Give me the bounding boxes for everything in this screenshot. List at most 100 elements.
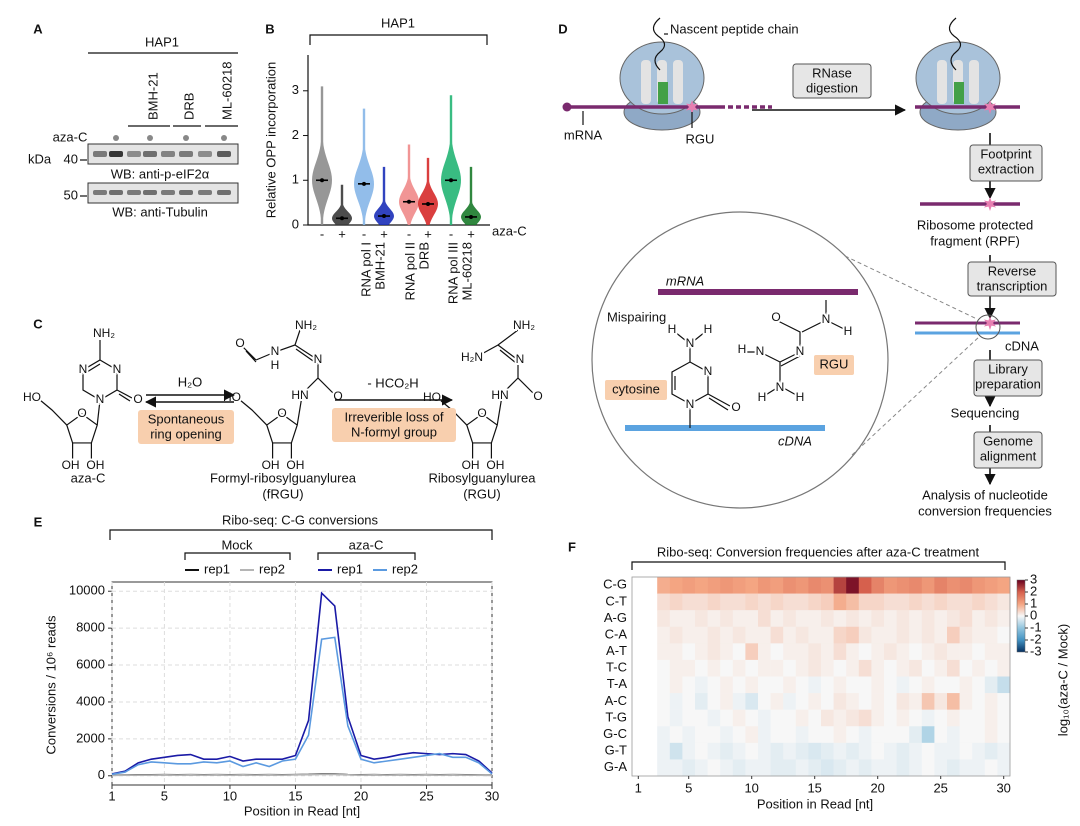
x-tick-label: +	[380, 226, 388, 241]
heat-cell	[871, 742, 885, 760]
legend-group: aza-C	[349, 537, 384, 552]
heat-cell	[833, 726, 847, 744]
heat-cell	[871, 709, 885, 727]
band	[143, 190, 157, 195]
heat-cell	[682, 593, 696, 611]
trna	[658, 82, 668, 104]
atom: HN	[291, 388, 308, 402]
heat-cell	[846, 693, 860, 710]
heat-cell	[695, 726, 708, 744]
panel-label: D	[558, 21, 567, 36]
panel-label: C	[33, 316, 43, 331]
atom: N	[704, 364, 713, 378]
heat-cell	[695, 693, 708, 710]
heat-cell	[783, 726, 797, 744]
atom: N	[516, 352, 525, 366]
heat-cell	[871, 626, 885, 644]
heat-cell	[984, 626, 998, 644]
heat-cell	[720, 643, 734, 661]
heat-cell	[821, 643, 834, 661]
heat-cell	[921, 577, 935, 594]
atom: H	[738, 342, 747, 356]
heat-cell	[871, 610, 885, 628]
heat-cell	[921, 643, 935, 661]
heat-cell	[959, 643, 973, 661]
heat-cell	[909, 643, 923, 661]
heat-cell	[896, 726, 910, 744]
group-label: BMH-21	[372, 242, 387, 290]
atom: O	[235, 336, 244, 350]
atom: O	[77, 406, 86, 420]
heat-cell	[984, 759, 998, 777]
heat-cell	[921, 742, 935, 760]
line-series	[111, 591, 493, 775]
heat-cell	[921, 676, 935, 694]
heat-cell	[732, 643, 746, 661]
heat-cell	[871, 693, 885, 710]
heat-cell	[795, 693, 809, 710]
heat-cell	[846, 709, 860, 727]
band	[127, 190, 141, 195]
violin	[441, 95, 461, 226]
heat-cell	[758, 577, 771, 594]
heat-cell	[984, 726, 998, 744]
heat-cell	[909, 742, 923, 760]
heat-cell	[833, 659, 847, 677]
heat-cell	[884, 742, 897, 760]
atom: O	[731, 400, 740, 414]
atom: N	[314, 352, 323, 366]
heat-cell	[745, 726, 759, 744]
heat-cell	[947, 676, 960, 694]
y-tick-label: 8000	[76, 620, 105, 635]
step-box	[138, 410, 234, 444]
colorbar-label: -3	[1030, 643, 1042, 658]
heat-cell	[669, 626, 683, 644]
heat-cell	[846, 577, 860, 594]
label-box	[605, 380, 667, 400]
heat-cell	[858, 659, 872, 677]
row-label: C-T	[605, 593, 627, 608]
heat-cell	[884, 709, 897, 727]
trna	[954, 82, 964, 104]
heat-cell	[808, 742, 822, 760]
median-dot	[426, 201, 430, 206]
heat-cell	[909, 676, 923, 694]
heat-cell	[682, 693, 696, 710]
heat-cell	[783, 693, 797, 710]
heat-cell	[669, 742, 683, 760]
band	[217, 190, 231, 195]
treatment-dot	[147, 135, 153, 141]
heat-cell	[657, 709, 671, 727]
label: Mispairing	[607, 309, 666, 324]
label: 50	[64, 187, 78, 202]
heat-cell	[707, 726, 721, 744]
atom: N	[756, 344, 765, 358]
heat-cell	[707, 626, 721, 644]
bond	[471, 442, 493, 462]
heat-cell	[657, 610, 671, 628]
x-tick-label: +	[467, 226, 475, 241]
heat-cell	[795, 726, 809, 744]
heat-cell	[720, 742, 734, 760]
heat-cell	[695, 643, 708, 661]
trna-site	[673, 60, 683, 104]
heat-cell	[984, 577, 998, 594]
heat-cell	[846, 659, 860, 677]
label: mRNA	[564, 127, 603, 142]
heat-cell	[909, 577, 923, 594]
heat-cell	[858, 759, 872, 777]
heat-cell	[972, 577, 986, 594]
row-label: G-C	[603, 726, 627, 741]
heat-cell	[884, 643, 897, 661]
heat-cell	[934, 593, 948, 611]
heat-cell	[821, 693, 834, 710]
heat-cell	[758, 626, 771, 644]
heat-cell	[959, 626, 973, 644]
heat-cell	[795, 742, 809, 760]
bond	[239, 399, 268, 426]
heat-cell	[695, 610, 708, 628]
label: Footprint	[980, 146, 1032, 161]
heat-cell	[732, 693, 746, 710]
heat-cell	[821, 577, 834, 594]
heat-cell	[732, 759, 746, 777]
